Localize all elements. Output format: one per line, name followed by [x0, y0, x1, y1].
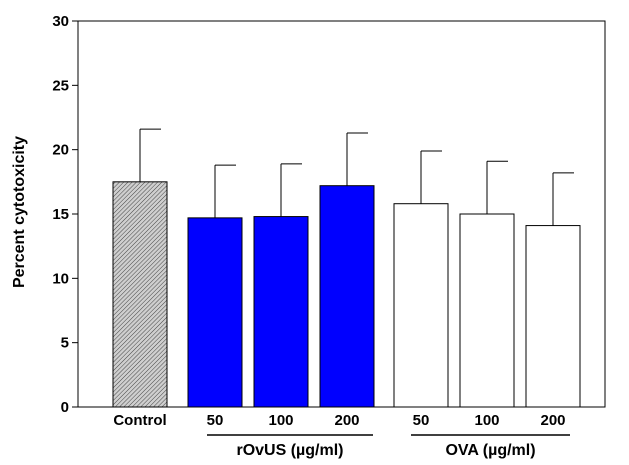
y-tick-label: 15 — [52, 206, 69, 223]
y-tick-label: 5 — [61, 335, 69, 352]
y-tick-label: 0 — [61, 399, 69, 416]
y-tick-label: 10 — [52, 270, 69, 287]
bar — [187, 217, 243, 408]
group-label: OVA (µg/ml) — [445, 442, 535, 459]
plot-area: 0 5 10 15 20 25 30 Control 50 100 200 50 100 200 rOvUS… — [52, 13, 606, 459]
bar — [525, 225, 581, 408]
y-axis-title: Percent cytotoxicity — [11, 136, 28, 288]
x-tick-label: 100 — [268, 412, 293, 429]
y-tick-label: 20 — [52, 142, 69, 159]
x-tick-label: 50 — [413, 412, 430, 429]
bar — [393, 203, 449, 408]
bar — [459, 213, 515, 408]
group-label: rOvUS (µg/ml) — [236, 442, 343, 459]
bar — [112, 181, 168, 408]
x-tick-label: 50 — [207, 412, 224, 429]
x-tick-label: 200 — [540, 412, 565, 429]
y-tick-label: 25 — [52, 77, 69, 94]
y-tick-label: 30 — [52, 13, 69, 30]
bar — [319, 185, 375, 408]
x-tick-label: Control — [113, 412, 166, 429]
x-tick-label: 100 — [474, 412, 499, 429]
bar — [253, 216, 309, 408]
x-tick-label: 200 — [334, 412, 359, 429]
